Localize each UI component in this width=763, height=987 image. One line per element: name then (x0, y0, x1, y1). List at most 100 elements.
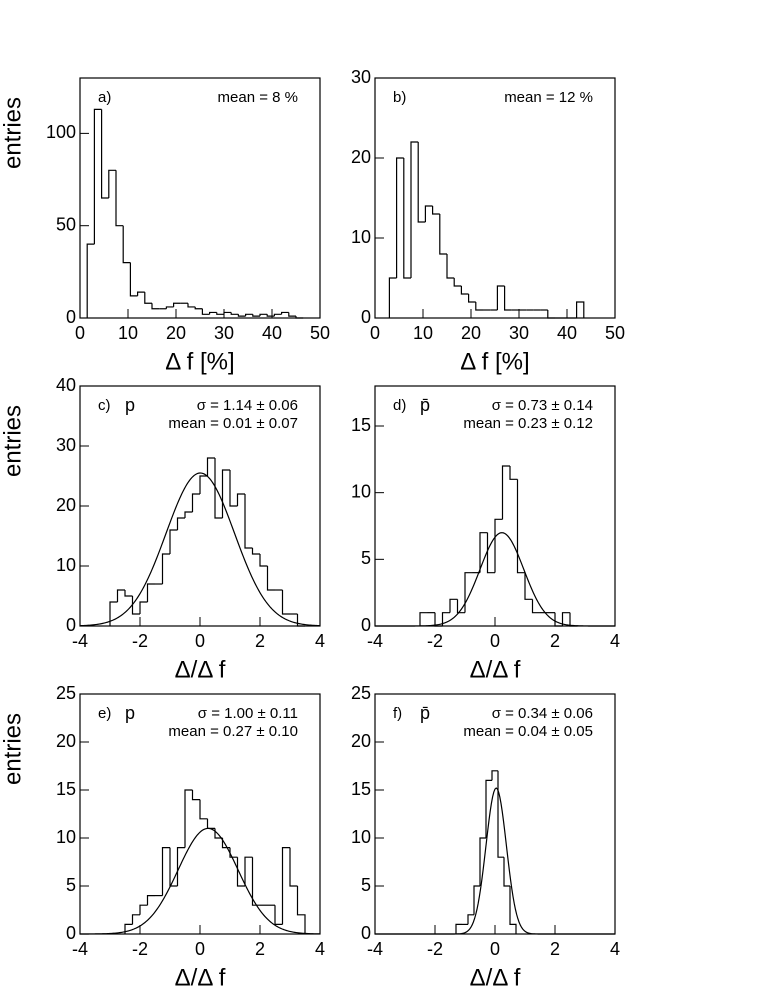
panel-label: d) (393, 397, 406, 414)
histogram-bin (281, 311, 289, 315)
y-tick-label: 0 (361, 615, 371, 635)
annotation: mean = 0.23 ± 0.12 (463, 415, 593, 432)
annotation: σ = 0.73 ± 0.14 (492, 397, 593, 414)
y-tick-label: 10 (56, 555, 76, 575)
y-tick-label: 50 (56, 214, 76, 234)
histogram-bin (504, 286, 512, 311)
histogram-bin (191, 790, 200, 801)
frame (79, 77, 321, 319)
histogram-bin (475, 302, 483, 311)
x-tick-label: 30 (509, 323, 529, 343)
x-tick-label: 0 (195, 631, 205, 651)
histogram-bin (468, 294, 476, 303)
histogram-bin (455, 923, 462, 934)
histogram-bin (497, 770, 504, 858)
histogram-bin (453, 278, 462, 287)
y-tick-label: 5 (66, 875, 76, 895)
histogram-bin (441, 612, 450, 626)
histogram-bin (266, 566, 275, 591)
histogram-bin (252, 314, 260, 317)
histogram-bin (124, 923, 133, 934)
x-axis-label: Δ f [%] (460, 348, 529, 375)
y-tick-label: 15 (351, 779, 371, 799)
histogram-bin (251, 857, 260, 906)
histogram-bin (417, 142, 426, 223)
histogram-bin (129, 262, 138, 297)
y-tick-label: 15 (351, 415, 371, 435)
x-tick-label: 50 (310, 323, 330, 343)
histogram-bin (419, 612, 428, 626)
x-tick-label: 2 (550, 631, 560, 651)
annotation: mean = 8 % (218, 89, 298, 106)
histogram-bin (496, 285, 505, 310)
x-tick-label: -4 (367, 939, 383, 959)
histogram-bin (509, 466, 518, 480)
y-axis-label: entries (0, 405, 26, 477)
x-tick-label: 0 (490, 631, 500, 651)
histogram-bin (259, 313, 268, 317)
x-tick-label: 30 (214, 323, 234, 343)
histogram-bin (449, 598, 458, 613)
histogram-bin (176, 847, 185, 886)
x-tick-label: 2 (255, 631, 265, 651)
y-tick-label: 20 (56, 495, 76, 515)
histogram-bin (460, 286, 469, 295)
x-tick-label: -2 (132, 631, 148, 651)
y-tick-label: 20 (351, 147, 371, 167)
x-tick-label: 2 (550, 939, 560, 959)
histogram-bin (237, 314, 246, 317)
x-tick-label: -4 (72, 939, 88, 959)
particle-label: p (125, 395, 135, 415)
x-axis-label: Δ/Δ f (470, 964, 521, 987)
histogram-bin (86, 243, 95, 318)
y-tick-label: 30 (351, 67, 371, 87)
annotation: mean = 0.27 ± 0.10 (168, 723, 298, 740)
histogram-bin (184, 511, 193, 518)
histogram-bin (161, 553, 170, 584)
y-tick-label: 20 (351, 731, 371, 751)
x-tick-label: 10 (413, 323, 433, 343)
histogram-bin (467, 914, 474, 925)
annotation: mean = 0.04 ± 0.05 (463, 723, 593, 740)
y-tick-label: 0 (361, 923, 371, 943)
y-tick-label: 10 (56, 827, 76, 847)
x-tick-label: 4 (315, 631, 325, 651)
histogram-bin (108, 169, 116, 198)
histogram-bin (479, 532, 488, 573)
x-tick-label: 4 (610, 939, 620, 959)
y-tick-label: 100 (46, 122, 76, 142)
fit-curve (79, 472, 321, 627)
histogram-bin (229, 470, 238, 507)
histogram-bin (501, 465, 510, 520)
histogram-bin (485, 779, 492, 838)
x-axis-label: Δ/Δ f (175, 964, 226, 987)
fit-curve (375, 532, 615, 627)
y-tick-label: 20 (56, 731, 76, 751)
annotation: σ = 0.34 ± 0.06 (492, 705, 593, 722)
y-tick-label: 10 (351, 481, 371, 501)
x-tick-label: 40 (557, 323, 577, 343)
histogram-bin (206, 457, 215, 476)
histogram-bin (494, 518, 503, 573)
histogram-bin (464, 572, 473, 613)
histogram-bin (288, 312, 296, 317)
histogram-bin (410, 141, 419, 278)
histogram-bin (236, 493, 245, 506)
x-tick-label: 20 (166, 323, 186, 343)
histogram-bin (259, 554, 268, 567)
histogram-bin (116, 589, 125, 602)
histogram-bin (491, 770, 498, 781)
histogram-bin (439, 214, 447, 255)
y-tick-label: 0 (66, 615, 76, 635)
x-tick-label: -2 (427, 631, 443, 651)
histogram-bin (173, 302, 181, 307)
histogram-bin (396, 157, 404, 278)
histogram-bin (531, 599, 540, 614)
histogram-bin (266, 314, 275, 317)
histogram-bin (516, 479, 525, 574)
histogram-bin (191, 493, 200, 512)
histogram-bin (144, 292, 152, 304)
particle-label: p̄ (420, 703, 430, 723)
fit-curve (79, 827, 321, 935)
